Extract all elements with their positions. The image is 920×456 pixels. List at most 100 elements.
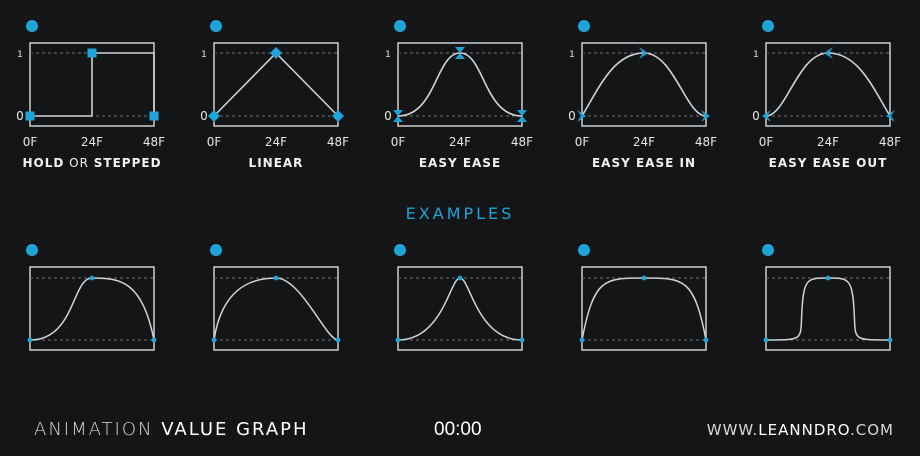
example-early-rise-late-fall [210,244,341,351]
graph-caption: LINEAR [249,156,304,170]
footer-title-strong: VALUE GRAPH [161,419,309,440]
keyframe-point-icon[interactable] [457,275,463,281]
example-flat-top [762,244,893,351]
graph-easy-ease-in: 1 0 0F 24F 48F EASY EASE IN [568,20,717,170]
x-tick-end: 48F [327,135,349,149]
keyframe-point-icon[interactable] [641,275,647,281]
footer-title-light: ANIMATION [34,419,154,440]
keyframe-dot-icon[interactable] [578,244,590,256]
keyframe-hourglass-icon[interactable] [517,110,527,122]
graph-caption: EASY EASE [419,156,501,170]
x-tick-start: 0F [575,135,590,149]
keyframe-point-icon[interactable] [151,337,157,343]
y-tick-0: 0 [16,109,24,123]
y-tick-1: 1 [201,50,207,60]
graph-frame [213,266,339,351]
keyframe-dot-icon[interactable] [578,20,590,32]
keyframe-point-icon[interactable] [273,275,279,281]
x-tick-mid: 24F [633,135,655,149]
keyframe-point-icon[interactable] [27,337,33,343]
keyframe-point-icon[interactable] [335,337,341,343]
x-tick-start: 0F [23,135,38,149]
keyframe-dot-icon[interactable] [394,20,406,32]
graph-frame [765,42,891,127]
value-curve [765,277,891,341]
graph-easy-ease-out: 1 0 0F 24F 48F EASY EASE OUT [752,20,901,170]
y-tick-0: 0 [384,109,392,123]
keyframe-dot-icon[interactable] [210,20,222,32]
keyframe-point-icon[interactable] [887,337,893,343]
keyframe-hourglass-icon[interactable] [455,47,465,59]
graph-easy-ease: 1 0 0F 24F 48F EASY EASE [384,20,533,170]
keyframe-arrow-right-icon[interactable] [701,110,710,122]
caption-part: EASY EASE [419,156,501,170]
x-tick-mid: 24F [81,135,103,149]
value-curve [213,51,339,117]
x-tick-end: 48F [511,135,533,149]
caption-part: STEPPED [94,156,162,170]
keyframe-dot-icon[interactable] [762,244,774,256]
value-curve [397,277,523,341]
footer-title: ANIMATION VALUE GRAPH [34,416,309,444]
y-tick-1: 1 [569,50,575,60]
graph-caption: EASY EASE IN [592,156,696,170]
keyframe-point-icon[interactable] [395,337,401,343]
value-curve [213,277,339,341]
keyframe-arrow-left-icon[interactable] [824,47,833,59]
graph-frame [397,42,523,127]
value-curve [581,52,707,117]
keyframe-square-icon[interactable] [25,111,35,121]
x-tick-end: 48F [143,135,165,149]
graph-frame [397,266,523,351]
keyframe-point-icon[interactable] [519,337,525,343]
example-graphs-row [26,244,893,351]
keyframe-arrow-left-icon[interactable] [762,110,771,122]
caption-part: HOLD [22,156,64,170]
graph-caption: EASY EASE OUT [769,156,888,170]
x-tick-end: 48F [695,135,717,149]
site-prefix: WWW. [706,421,759,439]
site-name: LEANNDRO [758,421,850,439]
keyframe-point-icon[interactable] [703,337,709,343]
timecode: 00:00 [434,419,482,440]
interpolation-graphs-row: 1 0 0F 24F 48F HOLD OR STEPPED 1 0 0F 24F 48F LINEA… [16,20,901,170]
site-suffix: .COM [850,421,894,439]
website-link[interactable]: WWW.LEANNDRO.COM [707,416,894,444]
keyframe-dot-icon[interactable] [762,20,774,32]
keyframe-square-icon[interactable] [149,111,159,121]
keyframe-diamond-icon[interactable] [208,110,220,122]
example-sharp-peak [394,244,525,351]
keyframe-arrow-left-icon[interactable] [886,110,895,122]
keyframe-square-icon[interactable] [87,48,97,58]
x-tick-mid: 24F [817,135,839,149]
keyframe-diamond-icon[interactable] [332,110,344,122]
graph-frame [213,42,339,127]
x-tick-start: 0F [391,135,406,149]
keyframe-diamond-icon[interactable] [270,47,282,59]
graph-frame [581,266,707,351]
keyframe-dot-icon[interactable] [394,244,406,256]
x-tick-mid: 24F [265,135,287,149]
keyframe-point-icon[interactable] [825,275,831,281]
y-tick-1: 1 [17,50,23,60]
y-tick-0: 0 [200,109,208,123]
examples-title: EXAMPLES [406,204,515,223]
keyframe-hourglass-icon[interactable] [393,110,403,122]
keyframe-dot-icon[interactable] [26,244,38,256]
keyframe-point-icon[interactable] [211,337,217,343]
x-tick-start: 0F [207,135,222,149]
keyframe-arrow-right-icon[interactable] [639,47,648,59]
graph-frame [581,42,707,127]
graph-caption: HOLD OR STEPPED [22,156,161,170]
value-curve [30,52,155,117]
y-tick-0: 0 [568,109,576,123]
keyframe-dot-icon[interactable] [26,20,38,32]
keyframe-arrow-right-icon[interactable] [577,110,586,122]
keyframe-dot-icon[interactable] [210,244,222,256]
keyframe-point-icon[interactable] [763,337,769,343]
y-tick-0: 0 [752,109,760,123]
keyframe-point-icon[interactable] [579,337,585,343]
graph-linear: 1 0 0F 24F 48F LINEAR [200,20,349,170]
keyframe-point-icon[interactable] [89,275,95,281]
